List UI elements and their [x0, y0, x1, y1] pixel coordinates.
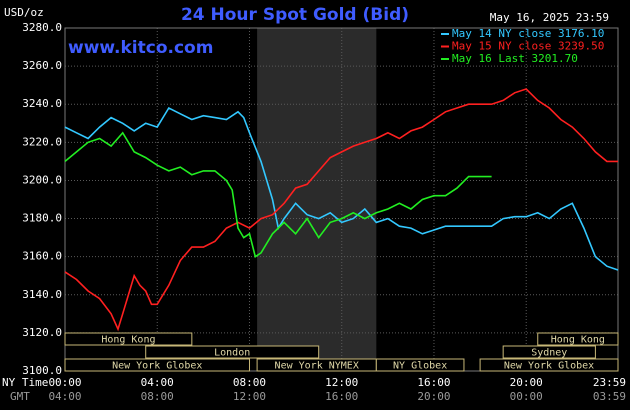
timestamp: May 16, 2025 23:59 — [490, 11, 609, 24]
x-axis-label: NY Time — [2, 376, 48, 389]
x-tick-label: 08:00 — [233, 376, 266, 389]
x2-tick-label: 00:00 — [510, 390, 543, 403]
y-tick-label: 3200.0 — [22, 173, 62, 186]
session-label: Hong Kong — [101, 335, 155, 346]
highlight-band — [257, 28, 377, 371]
session-label: New York NYMEX — [275, 361, 359, 372]
y-tick-label: 3120.0 — [22, 326, 62, 339]
source: www.kitco.com — [68, 38, 213, 58]
x-tick-label: 00:00 — [48, 376, 81, 389]
legend-label: May 15 NY close 3239.50 — [452, 40, 604, 53]
x-tick-label: 23:59 — [593, 376, 626, 389]
x-tick-label: 12:00 — [325, 376, 358, 389]
session-label: Hong Kong — [551, 335, 605, 346]
session-box — [64, 358, 250, 372]
y-tick-label: 3220.0 — [22, 135, 62, 148]
x-tick-label: 04:00 — [141, 376, 174, 389]
unit-label: USD/oz — [4, 6, 44, 19]
series-line — [64, 106, 619, 271]
session-box — [537, 332, 619, 346]
series-line — [64, 131, 492, 258]
session-box — [64, 332, 193, 346]
y-tick-label: 3140.0 — [22, 288, 62, 301]
x-tick-label: 16:00 — [417, 376, 450, 389]
series-line — [64, 88, 618, 332]
plot-area — [64, 27, 619, 372]
session-label: NY Globex — [393, 361, 447, 372]
chart-title: 24 Hour Spot Gold (Bid) — [181, 5, 409, 25]
session-label: Sydney — [531, 348, 567, 359]
x2-tick-label: 08:00 — [141, 390, 174, 403]
x2-tick-label: 16:00 — [325, 390, 358, 403]
session-box — [375, 358, 465, 372]
x-tick-label: 20:00 — [510, 376, 543, 389]
y-tick-label: 3180.0 — [22, 212, 62, 225]
session-label: New York Globex — [112, 361, 202, 372]
session-label: London — [214, 348, 250, 359]
session-label: New York Globex — [504, 361, 594, 372]
y-tick-label: 3100.0 — [22, 364, 62, 377]
y-tick-label: 3240.0 — [22, 97, 62, 110]
x2-axis-label: GMT — [10, 390, 30, 403]
y-tick-label: 3280.0 — [22, 21, 62, 34]
x2-tick-label: 12:00 — [233, 390, 266, 403]
session-box — [502, 345, 596, 359]
x2-tick-label: 20:00 — [417, 390, 450, 403]
session-box — [145, 345, 320, 359]
session-box — [479, 358, 619, 372]
legend-label: May 16 Last 3201.70 — [452, 52, 578, 65]
y-tick-label: 3160.0 — [22, 250, 62, 263]
legend-label: May 14 NY close 3176.10 — [452, 27, 604, 40]
x2-tick-label: 03:59 — [593, 390, 626, 403]
x2-tick-label: 04:00 — [48, 390, 81, 403]
y-tick-label: 3260.0 — [22, 59, 62, 72]
